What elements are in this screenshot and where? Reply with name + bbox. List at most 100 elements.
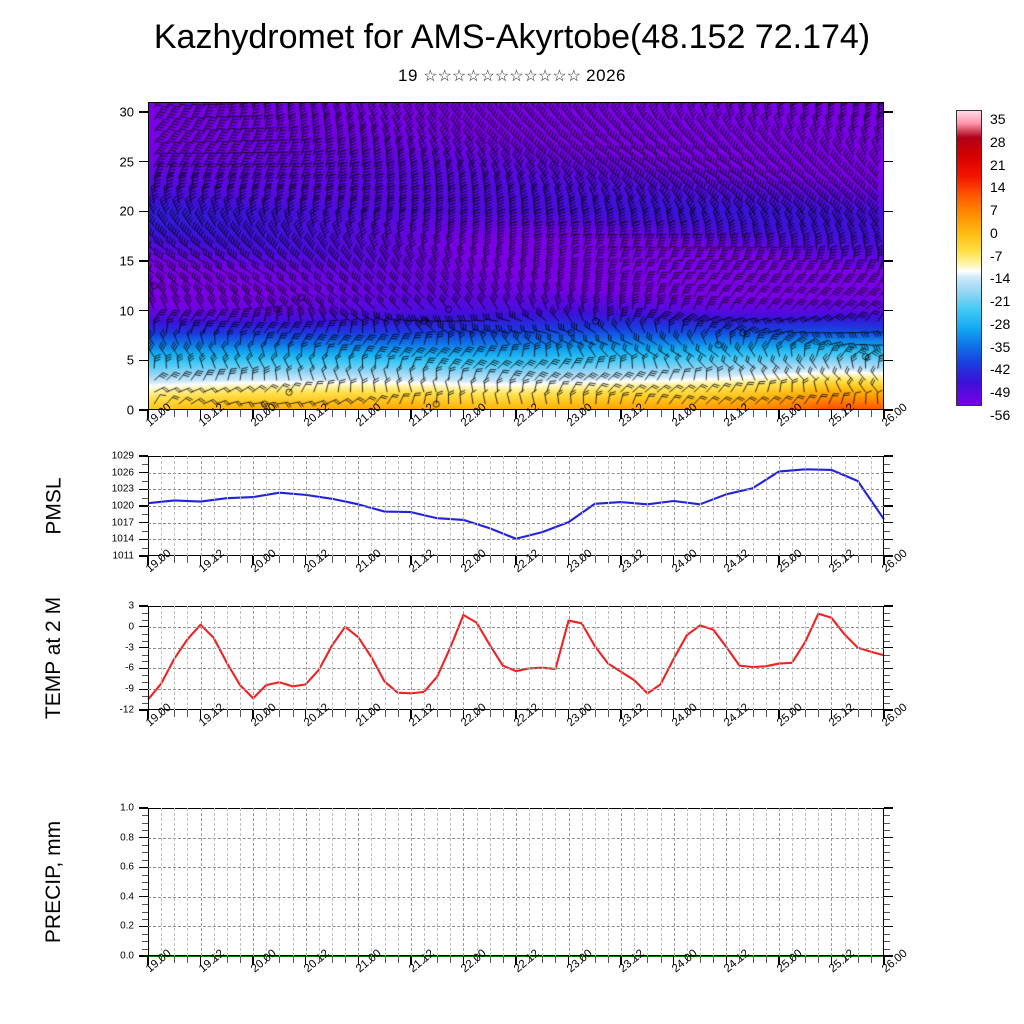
grid-line-vertical-minor <box>608 456 609 556</box>
y-minor-tick <box>142 547 148 549</box>
grid-line-vertical-minor <box>213 456 215 556</box>
x-minor-tick <box>555 410 557 418</box>
x-minor-tick <box>424 556 425 564</box>
grid-line-vertical-minor <box>870 456 872 556</box>
grid-line-vertical <box>305 456 307 556</box>
grid-line-vertical-minor <box>279 808 281 956</box>
x-major-tick <box>883 410 885 419</box>
x-minor-tick <box>450 410 452 418</box>
x-major-tick <box>778 556 780 565</box>
grid-line-vertical-minor <box>581 808 583 956</box>
y-minor-tick-right <box>884 941 890 943</box>
x-minor-tick <box>792 410 793 418</box>
grid-line-vertical-minor <box>608 808 609 956</box>
grid-line-vertical-minor <box>634 606 636 710</box>
y-minor-tick <box>142 640 148 642</box>
grid-line-vertical <box>200 808 202 956</box>
x-minor-tick <box>371 710 373 718</box>
y-minor-tick-right <box>884 904 890 906</box>
colorbar-tick-label: 35 <box>990 111 1006 127</box>
y-major-tick <box>139 667 148 670</box>
x-minor-tick <box>660 556 662 564</box>
x-minor-tick <box>318 956 320 964</box>
x-major-tick <box>305 956 307 965</box>
y-major-tick-right <box>884 471 893 474</box>
y-major-tick-right <box>884 505 893 507</box>
grid-line-vertical-minor <box>805 456 807 556</box>
x-minor-tick <box>844 556 846 564</box>
grid-line-vertical <box>621 808 623 956</box>
grid-line-vertical <box>305 606 307 710</box>
x-minor-tick <box>279 410 281 418</box>
y-minor-tick-right <box>884 640 890 642</box>
y-major-tick <box>139 688 148 690</box>
x-minor-tick <box>857 410 859 418</box>
y-major-tick-right <box>884 210 893 212</box>
y-minor-tick <box>142 941 148 943</box>
x-major-tick <box>357 410 359 419</box>
x-minor-tick <box>489 556 491 564</box>
x-minor-tick <box>240 956 241 964</box>
x-minor-tick <box>752 556 754 564</box>
x-minor-tick <box>792 956 793 964</box>
y-major-tick <box>139 455 148 457</box>
x-major-tick <box>830 556 833 565</box>
y-axis-label: 3 <box>128 600 134 612</box>
x-minor-tick <box>660 410 662 418</box>
y-minor-tick-right <box>884 497 890 499</box>
grid-line-vertical-minor <box>634 456 636 556</box>
x-major-tick <box>725 410 727 419</box>
grid-line-vertical-minor <box>594 808 596 956</box>
x-major-tick <box>725 710 727 719</box>
colorbar-tick-label: -7 <box>990 247 1003 264</box>
x-minor-tick <box>332 410 333 418</box>
grid-line-vertical-minor <box>752 456 754 556</box>
x-minor-tick <box>161 556 163 564</box>
grid-line-vertical-minor <box>489 808 491 956</box>
colorbar-tick-label: 0 <box>990 224 998 241</box>
x-minor-tick <box>608 556 609 564</box>
x-minor-tick <box>818 956 820 964</box>
grid-line-vertical <box>463 456 465 556</box>
x-minor-tick <box>450 956 452 964</box>
grid-line-vertical-minor <box>542 808 544 956</box>
temp-axis-title: TEMP at 2 M <box>42 596 66 720</box>
grid-line-vertical <box>778 456 780 556</box>
x-minor-tick <box>345 410 347 418</box>
y-minor-tick <box>142 661 148 663</box>
x-major-tick <box>620 710 622 719</box>
colorbar-tick-label: -49 <box>990 384 1011 401</box>
x-minor-tick <box>713 556 715 564</box>
grid-line-vertical-minor <box>752 606 754 710</box>
grid-line-vertical <box>516 808 517 956</box>
grid-line-vertical <box>621 606 623 710</box>
x-minor-tick <box>292 410 294 418</box>
y-minor-tick <box>142 911 148 913</box>
x-major-tick <box>305 710 307 719</box>
y-minor-tick-right <box>884 889 890 891</box>
x-minor-tick <box>700 410 701 418</box>
x-minor-tick <box>700 556 701 564</box>
x-minor-tick <box>542 710 544 718</box>
y-major-tick-right <box>884 409 893 411</box>
grid-line-vertical-minor <box>857 808 859 956</box>
grid-line-vertical-minor <box>857 606 859 710</box>
grid-line-vertical-minor <box>844 456 846 556</box>
y-minor-tick <box>142 948 148 950</box>
y-axis-label: 25 <box>119 154 134 170</box>
x-minor-tick <box>476 410 478 418</box>
x-minor-tick <box>594 410 596 418</box>
x-minor-tick <box>240 410 241 418</box>
colorbar-tick-label: 7 <box>990 202 998 219</box>
x-minor-tick <box>686 956 688 964</box>
grid-line-vertical-minor <box>318 808 320 956</box>
y-major-tick-right <box>884 896 893 898</box>
x-major-tick <box>410 710 412 719</box>
y-minor-tick <box>142 619 148 621</box>
x-major-tick <box>410 410 412 419</box>
y-minor-tick-right <box>884 911 890 913</box>
y-axis-label: 1014 <box>111 533 134 545</box>
y-major-tick <box>139 605 148 607</box>
x-major-tick <box>462 410 465 419</box>
grid-line-vertical <box>463 808 465 956</box>
